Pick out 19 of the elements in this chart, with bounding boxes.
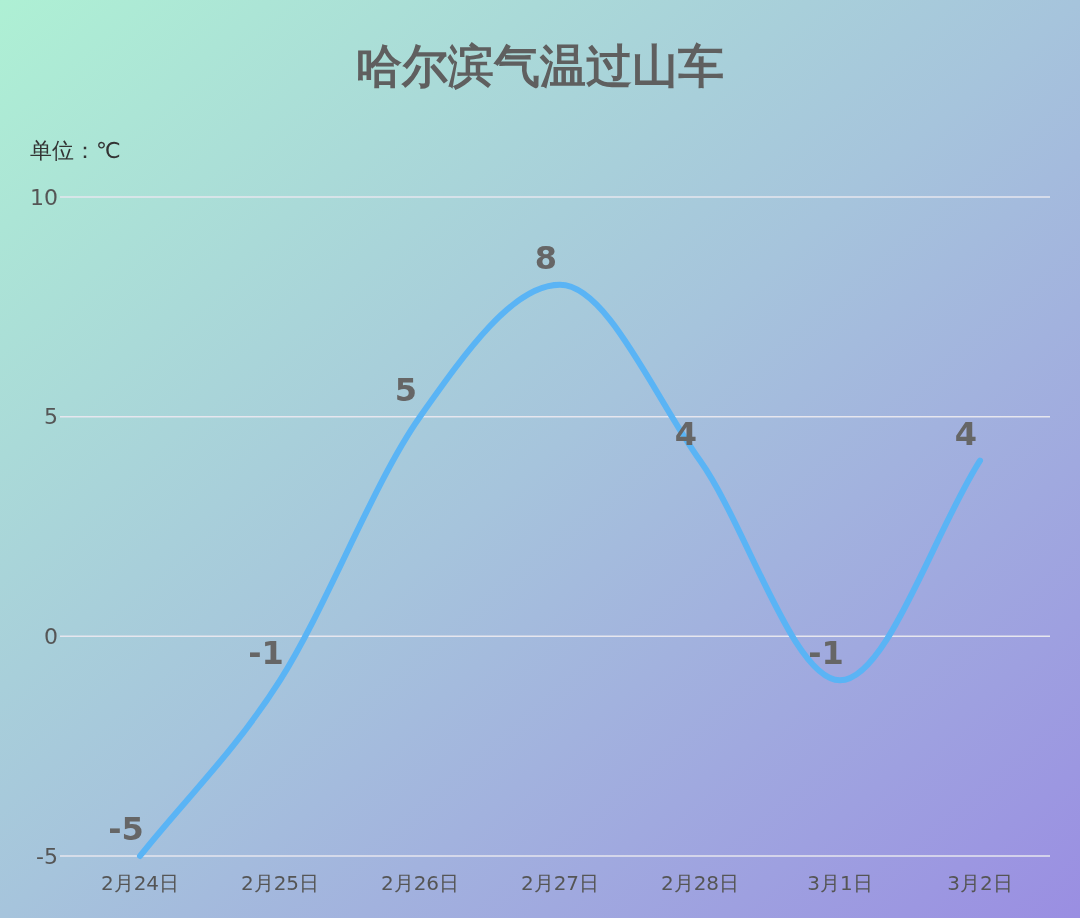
y-tick-label: 5 bbox=[44, 404, 58, 430]
data-label: 8 bbox=[534, 238, 558, 277]
x-tick-label: 2月24日 bbox=[100, 871, 180, 895]
y-tick-label: -5 bbox=[36, 843, 58, 869]
y-tick-label: 0 bbox=[44, 623, 58, 649]
x-tick-label: 3月2日 bbox=[947, 871, 1013, 895]
data-label: 4 bbox=[954, 414, 978, 453]
x-tick-label: 3月1日 bbox=[807, 871, 873, 895]
data-label: -1 bbox=[248, 634, 284, 673]
data-label: -1 bbox=[808, 634, 844, 673]
y-tick-label: 10 bbox=[30, 184, 58, 210]
x-tick-label: 2月26日 bbox=[380, 871, 460, 895]
x-tick-label: 2月25日 bbox=[240, 871, 320, 895]
data-label: 5 bbox=[394, 370, 418, 409]
data-label: -5 bbox=[108, 810, 144, 848]
x-tick-label: 2月27日 bbox=[520, 871, 600, 895]
chart-title: 哈尔滨气温过山车 bbox=[356, 39, 724, 93]
x-tick-label: 2月28日 bbox=[660, 871, 740, 895]
y-axis-title: 单位：℃ bbox=[30, 138, 121, 163]
